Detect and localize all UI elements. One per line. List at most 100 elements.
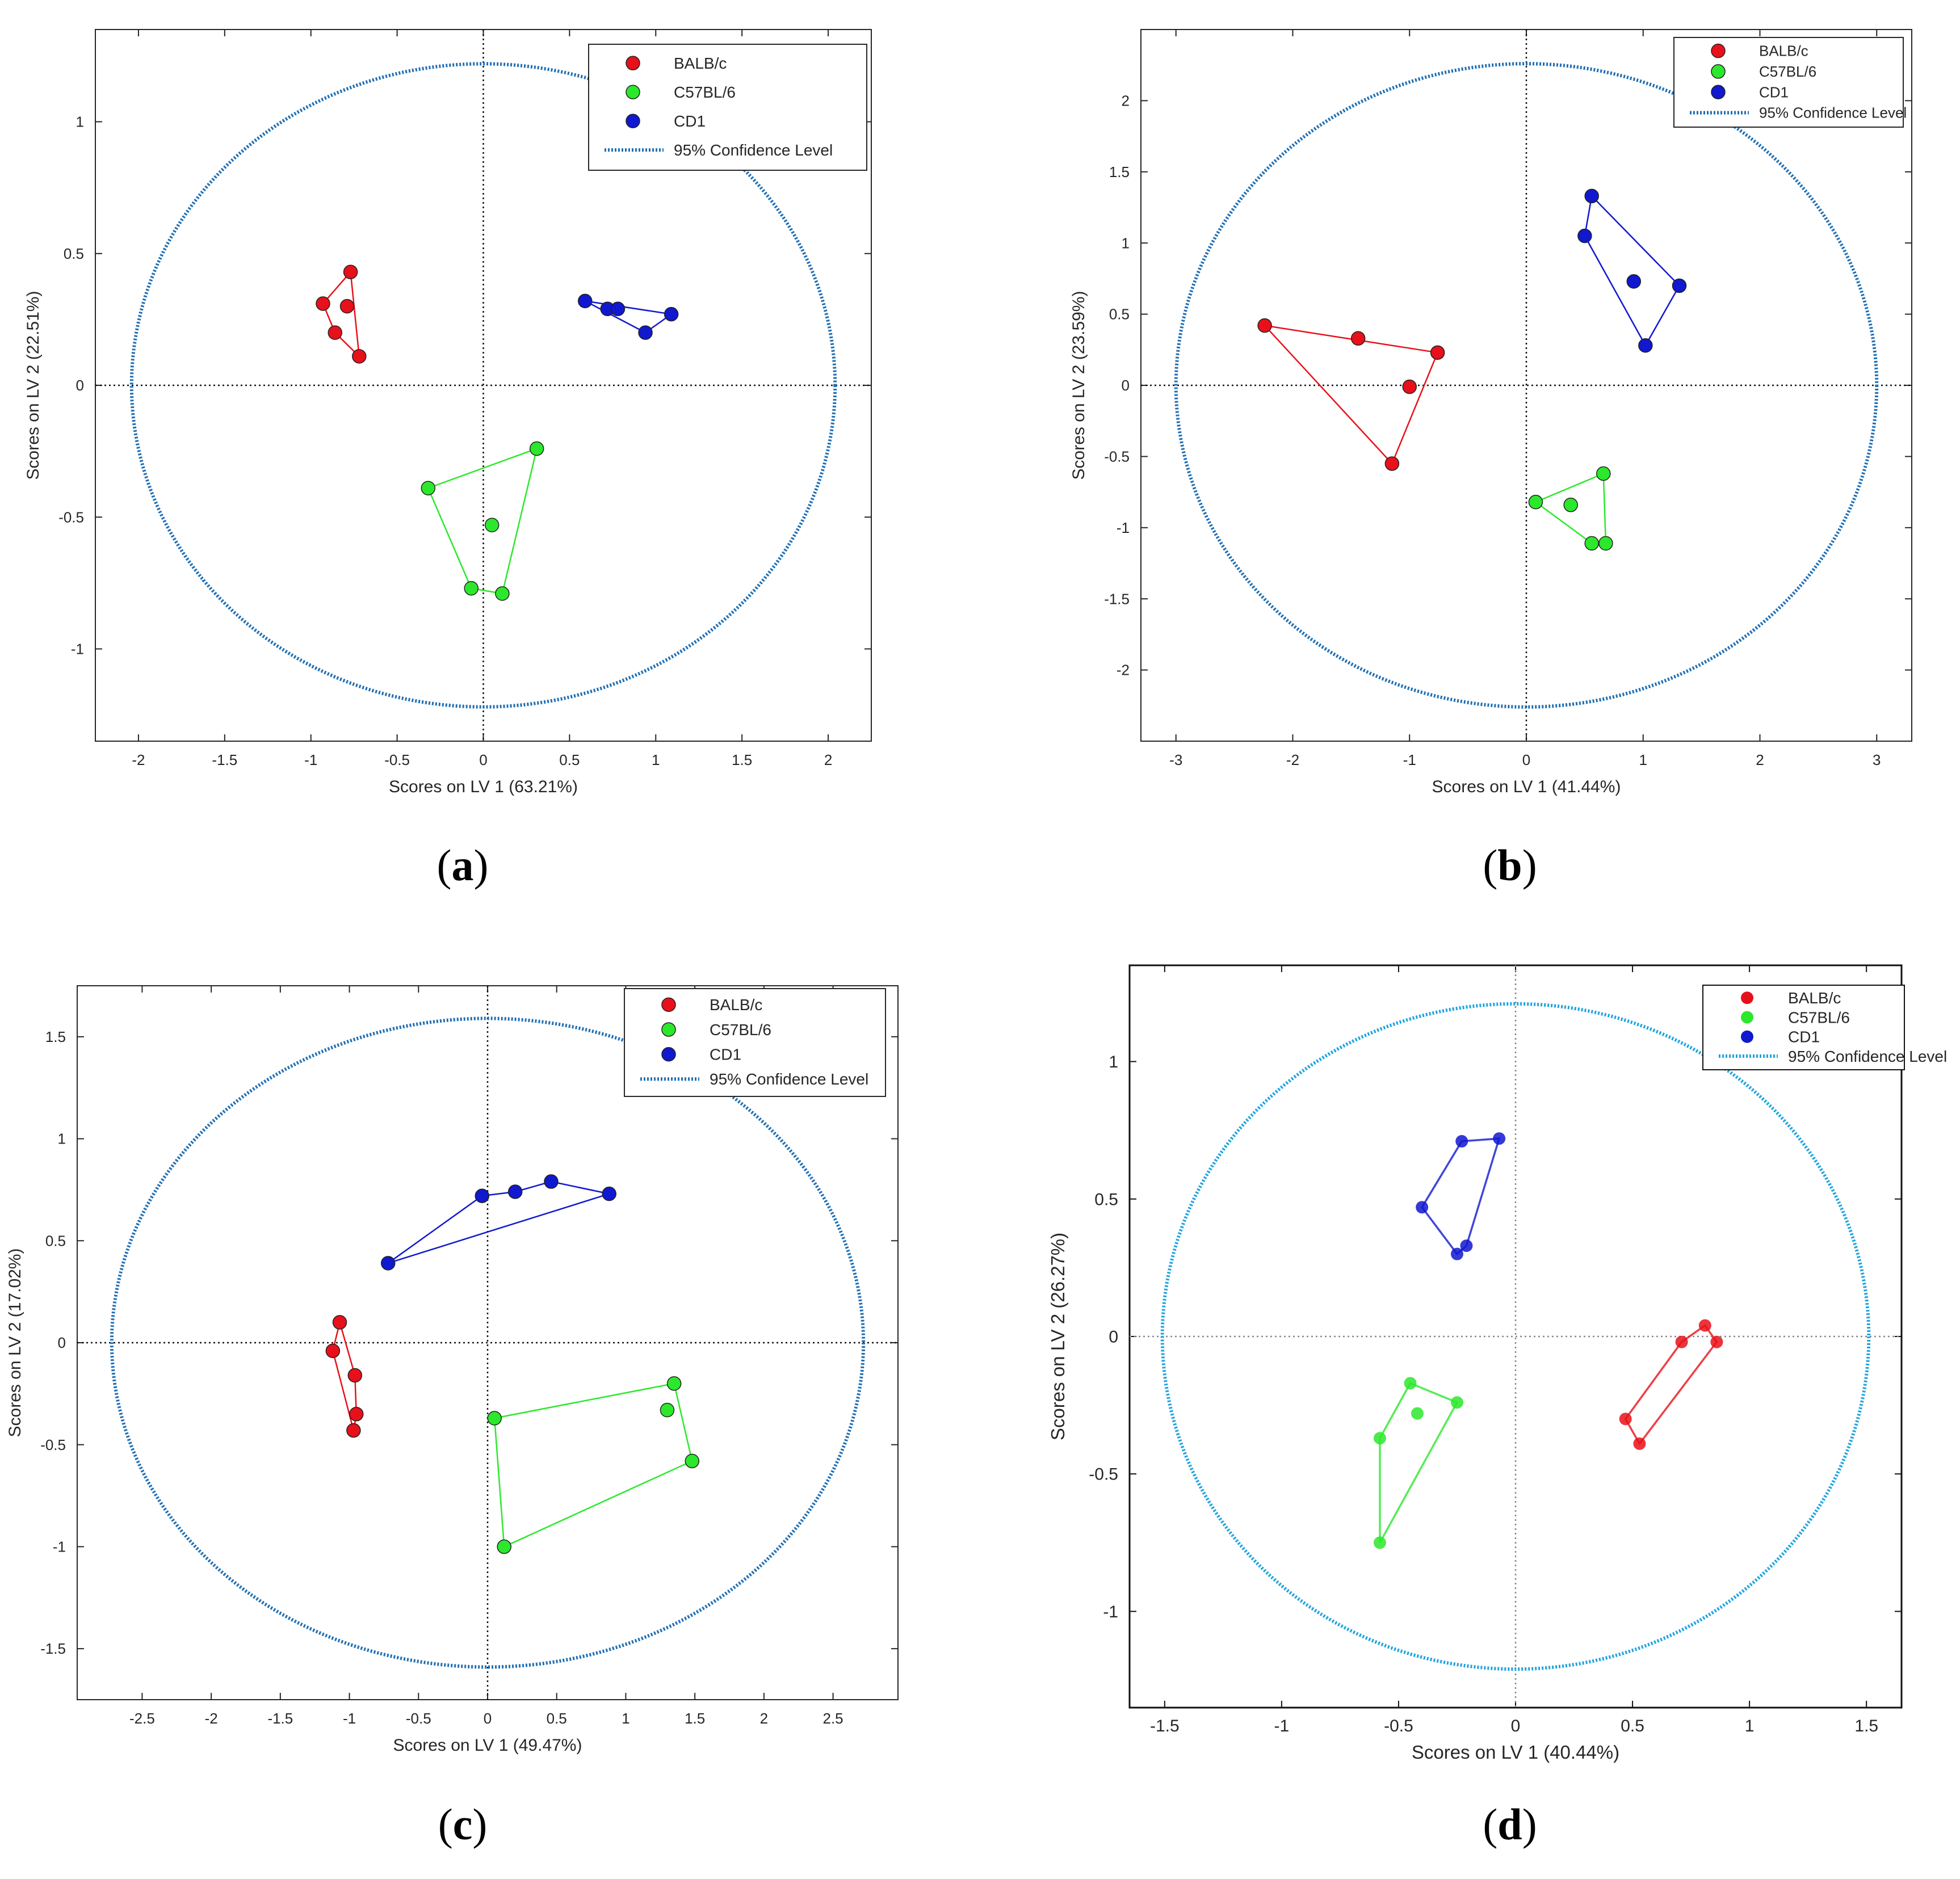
x-tick-label: 0	[484, 1710, 492, 1727]
legend-marker-cd1	[661, 1046, 676, 1062]
legend-label: BALB/c	[1759, 43, 1808, 60]
confidence-ellipse	[110, 1016, 866, 1669]
hull-cd1	[1421, 1137, 1501, 1256]
subplot-label-d: (d)	[1483, 1800, 1537, 1849]
point-c57	[1596, 466, 1611, 481]
x-tick-label: 1.5	[685, 1710, 705, 1727]
y-tick-label: 0.5	[45, 1232, 66, 1249]
x-tick-label: 1	[652, 751, 660, 768]
legend-label: CD1	[710, 1046, 741, 1063]
x-tick-label: -2	[132, 751, 145, 768]
y-tick-label: -2	[1117, 662, 1130, 679]
x-tick-label: 2	[824, 751, 832, 768]
x-tick-label: 0	[479, 751, 487, 768]
legend-label: CD1	[1788, 1028, 1820, 1046]
point-cd1	[602, 1186, 616, 1201]
point-balb	[316, 296, 330, 311]
point-cd1	[1460, 1239, 1473, 1252]
point-cd1	[1493, 1132, 1506, 1145]
y-tick-label: -0.5	[58, 508, 84, 526]
legend-marker-balb	[1711, 43, 1726, 58]
y-axis-label: Scores on LV 2 (17.02%)	[6, 1249, 24, 1437]
y-tick-label: 0	[76, 377, 84, 394]
point-cd1	[544, 1174, 559, 1189]
x-tick-label: -1	[1274, 1717, 1290, 1735]
legend-label: C57BL/6	[674, 83, 736, 101]
point-balb	[1698, 1319, 1711, 1332]
legend-marker-cd1	[1741, 1030, 1753, 1043]
legend-marker-cd1	[626, 114, 640, 128]
point-balb	[1619, 1413, 1632, 1426]
point-cd1	[577, 293, 593, 309]
point-c57	[495, 586, 510, 601]
y-tick-label: -1	[1103, 1603, 1118, 1621]
x-tick-label: 0.5	[1621, 1717, 1644, 1735]
point-c57	[1450, 1396, 1463, 1409]
subplot-label-b: (b)	[1483, 840, 1537, 890]
chart-d: -1.5 -1 -0.5 0 0.5 1 1.5 -1 -0.5 0 0.5 1 Scores on L…	[1047, 964, 1947, 1763]
point-balb	[347, 1368, 363, 1383]
y-tick-label: 1	[1109, 1053, 1118, 1071]
legend-marker-balb	[1741, 991, 1753, 1004]
panel-a: -2 -1.5 -1 -0.5 0 0.5 1 1.5 2 -1 -0.5 0 0.5 1 Scores o…	[0, 0, 980, 938]
point-cd1	[1577, 228, 1592, 243]
x-tick-label: 1	[1745, 1717, 1755, 1735]
y-tick-label: 1.5	[45, 1028, 66, 1045]
y-tick-label: 0.5	[1094, 1190, 1118, 1209]
chart-a: -2 -1.5 -1 -0.5 0 0.5 1 1.5 2 -1 -0.5 0 0.5 1 Scores o…	[24, 29, 872, 796]
x-tick-label: 3	[1873, 751, 1881, 768]
x-tick-label: 1	[1639, 751, 1647, 768]
x-tick-label: -1	[343, 1710, 356, 1727]
legend-marker-cd1	[1711, 85, 1726, 100]
hull-cd1	[585, 300, 673, 334]
hull-c57	[1379, 1382, 1459, 1544]
legend-label: BALB/c	[674, 54, 727, 72]
y-tick-label: 1	[76, 114, 84, 131]
chart-c: -2.5 -2 -1.5 -1 -0.5 0 0.5 1 1.5 2 2.5 -1.5 -1 -0.5 0 0…	[6, 985, 899, 1755]
x-axis-label: Scores on LV 1 (41.44%)	[1432, 777, 1621, 796]
x-tick-label: -1.5	[1150, 1717, 1180, 1735]
x-tick-label: -1	[1403, 751, 1416, 768]
y-tick-label: 1.5	[1109, 163, 1130, 180]
point-balb	[328, 325, 343, 340]
legend-marker-c57	[1741, 1011, 1753, 1024]
y-tick-label: 1	[1122, 234, 1130, 251]
point-c57	[1563, 497, 1578, 512]
point-c57	[1373, 1432, 1386, 1445]
confidence-ellipse	[1160, 1002, 1871, 1671]
legend-label: BALB/c	[1788, 989, 1841, 1007]
y-tick-label: -1.5	[40, 1640, 66, 1657]
point-c57	[660, 1402, 675, 1418]
point-balb	[349, 1407, 364, 1422]
subplot-label-c: (c)	[438, 1800, 488, 1849]
point-balb	[352, 349, 367, 364]
point-balb	[343, 264, 358, 280]
hull-balb	[1624, 1324, 1718, 1446]
point-cd1	[1450, 1247, 1463, 1260]
point-balb	[346, 1423, 361, 1438]
y-tick-label: 0.5	[64, 245, 84, 262]
y-tick-label: 0.5	[1109, 306, 1130, 323]
point-c57	[1373, 1536, 1386, 1549]
x-tick-label: 1	[622, 1710, 629, 1727]
legend-label: 95% Confidence Level	[1788, 1048, 1947, 1065]
point-balb	[325, 1343, 341, 1359]
point-balb	[1384, 456, 1400, 471]
point-cd1	[664, 306, 679, 322]
point-cd1	[1672, 278, 1687, 293]
hull-balb	[322, 270, 360, 359]
legend-marker-balb	[626, 56, 640, 70]
hull-cd1	[387, 1180, 612, 1264]
y-tick-label: 2	[1122, 93, 1130, 110]
x-tick-label: 2	[760, 1710, 768, 1727]
legend-label: 95% Confidence Level	[674, 141, 833, 159]
x-tick-label: -1.5	[212, 751, 237, 768]
panel-d: -1.5 -1 -0.5 0 0.5 1 1.5 -1 -0.5 0 0.5 1 Scores on L…	[980, 938, 1960, 1876]
point-c57	[1411, 1407, 1424, 1420]
point-balb	[1430, 345, 1445, 360]
point-c57	[484, 518, 500, 532]
legend-label: C57BL/6	[710, 1021, 771, 1039]
point-cd1	[638, 325, 653, 340]
y-axis-label: Scores on LV 2 (22.51%)	[24, 291, 43, 480]
x-tick-label: -2	[1286, 751, 1299, 768]
